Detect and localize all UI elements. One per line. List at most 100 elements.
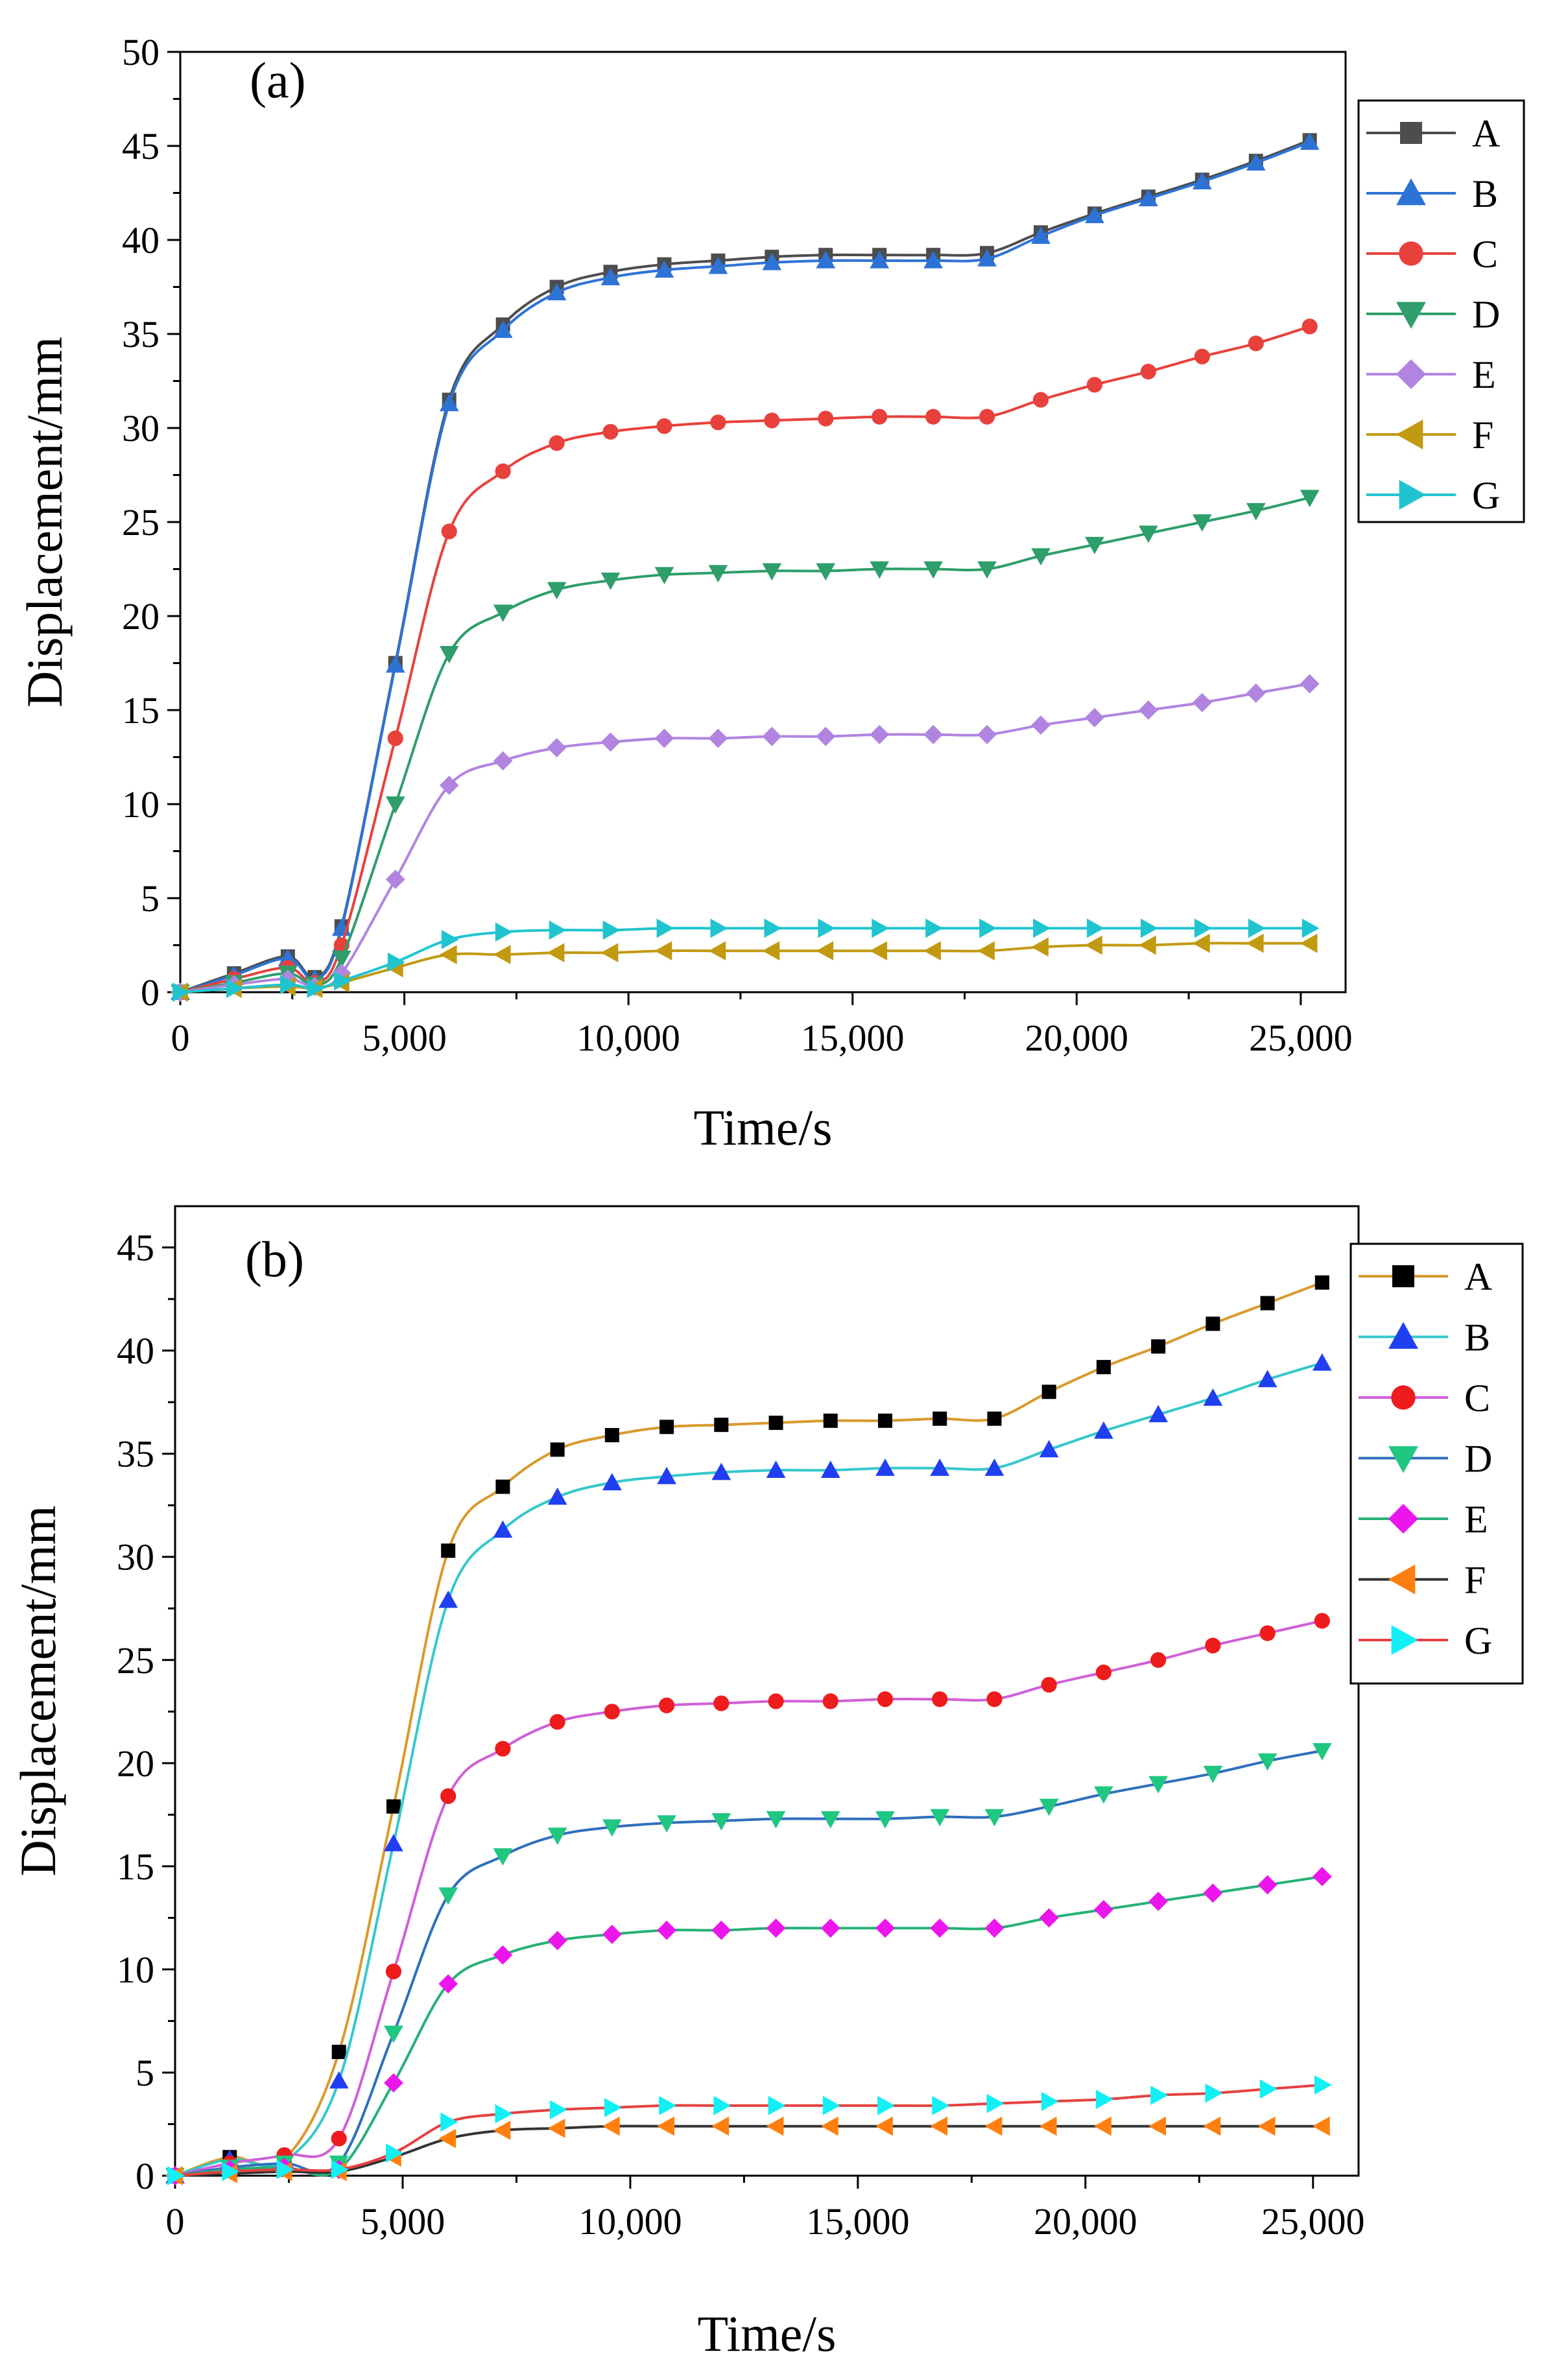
series-C — [172, 318, 1318, 1001]
data-point-D — [331, 950, 351, 968]
data-point-C — [1150, 1652, 1167, 1668]
data-point-E — [547, 1931, 567, 1951]
data-point-G — [877, 2096, 895, 2115]
data-point-E — [766, 1918, 786, 1938]
legend-marker-B — [1396, 178, 1426, 206]
data-point-G — [822, 2096, 840, 2115]
data-point-F — [547, 943, 565, 962]
data-point-A — [495, 1479, 510, 1494]
data-point-B — [820, 1460, 840, 1479]
data-point-D — [1139, 525, 1158, 543]
y-tick-label: 45 — [122, 125, 160, 167]
x-tick-label: 20,000 — [1034, 2200, 1137, 2242]
data-point-G — [386, 2143, 403, 2163]
data-point-F — [1031, 937, 1049, 957]
y-tick-label: 0 — [141, 971, 160, 1014]
data-point-D — [1203, 1765, 1223, 1783]
data-point-E — [1203, 1883, 1223, 1903]
legend-item-B: B — [1359, 1316, 1490, 1359]
data-point-E — [278, 969, 298, 989]
data-point-D — [708, 565, 728, 583]
y-tick-label: 5 — [141, 877, 160, 920]
legend-item-B: B — [1366, 172, 1498, 215]
legend-item-F: F — [1359, 1559, 1486, 1602]
data-point-E — [438, 1974, 458, 1994]
y-tick-label: 15 — [117, 1846, 154, 1888]
data-point-C — [713, 1695, 730, 1711]
x-tick-label: 5,000 — [361, 2200, 445, 2242]
data-point-F — [439, 945, 457, 964]
data-point-B — [438, 1590, 458, 1608]
legend-label: G — [1472, 474, 1500, 517]
legend-label: C — [1464, 1377, 1490, 1420]
data-point-G — [495, 2104, 513, 2124]
y-tick-label: 30 — [122, 407, 160, 449]
data-point-D — [1246, 503, 1266, 521]
data-point-C — [549, 1714, 565, 1730]
data-point-A — [1041, 1385, 1056, 1399]
legend-marker-F — [1388, 1564, 1416, 1595]
legend-label: B — [1464, 1316, 1490, 1359]
legend-item-E: E — [1366, 353, 1496, 396]
legend-label: D — [1464, 1438, 1492, 1481]
legend-marker-C — [1391, 1385, 1416, 1410]
data-point-A — [823, 1413, 838, 1428]
data-point-A — [987, 1411, 1002, 1426]
data-point-E — [331, 964, 351, 983]
x-tick-label: 10,000 — [576, 1017, 680, 1059]
data-point-E — [547, 738, 567, 757]
data-point-F — [654, 941, 672, 961]
data-point-B — [1192, 172, 1212, 189]
data-point-G — [331, 2159, 349, 2180]
data-point-G — [1041, 2091, 1059, 2111]
series-E — [171, 674, 1320, 1002]
data-point-E — [1031, 715, 1051, 735]
data-point-F — [762, 941, 780, 961]
legend-item-C: C — [1359, 1377, 1490, 1420]
data-point-G — [1150, 2086, 1169, 2105]
data-point-F — [923, 941, 942, 961]
data-point-G — [1194, 918, 1212, 938]
y-tick-label: 25 — [117, 1639, 154, 1682]
data-point-D — [820, 1811, 840, 1829]
data-point-D — [654, 567, 674, 585]
data-point-G — [440, 2112, 458, 2132]
legend-item-A: A — [1359, 1255, 1492, 1298]
data-point-B — [385, 655, 405, 673]
data-point-E — [657, 1920, 676, 1940]
data-point-C — [549, 435, 565, 451]
legend-label: C — [1472, 233, 1498, 276]
data-point-E — [1039, 1908, 1059, 1928]
data-point-E — [1246, 684, 1266, 703]
data-point-B — [547, 1487, 567, 1505]
data-point-G — [226, 979, 244, 999]
data-point-B — [711, 1462, 731, 1481]
data-point-C — [764, 412, 780, 429]
legend-item-G: G — [1366, 474, 1500, 517]
data-point-A — [1206, 1316, 1220, 1331]
data-point-D — [1192, 514, 1212, 532]
data-point-D — [1148, 1776, 1169, 1794]
data-point-D — [600, 573, 621, 590]
data-point-B — [1094, 1421, 1113, 1439]
data-point-B — [1300, 132, 1320, 150]
data-point-C — [925, 409, 942, 425]
data-point-D — [657, 1815, 676, 1833]
data-point-D — [1031, 548, 1051, 566]
data-point-C — [387, 730, 403, 746]
panel-a: 0 5 10 15 20 25 30 35 40 45 50 0 5,000 10,000 15,000 20… — [16, 31, 1525, 1156]
data-point-A — [659, 1420, 674, 1434]
series-line-C — [174, 1619, 1323, 2177]
data-point-E — [870, 724, 890, 744]
data-point-B — [657, 1466, 676, 1484]
data-point-C — [768, 1693, 784, 1709]
data-point-C — [1314, 1613, 1330, 1629]
legend-marker-D — [1396, 302, 1426, 329]
x-tick-label: 15,000 — [801, 1017, 905, 1059]
legend-label: G — [1464, 1619, 1492, 1662]
data-point-A — [331, 2045, 346, 2060]
x-tick-label: 0 — [166, 2200, 185, 2242]
legend-box — [1357, 99, 1525, 523]
